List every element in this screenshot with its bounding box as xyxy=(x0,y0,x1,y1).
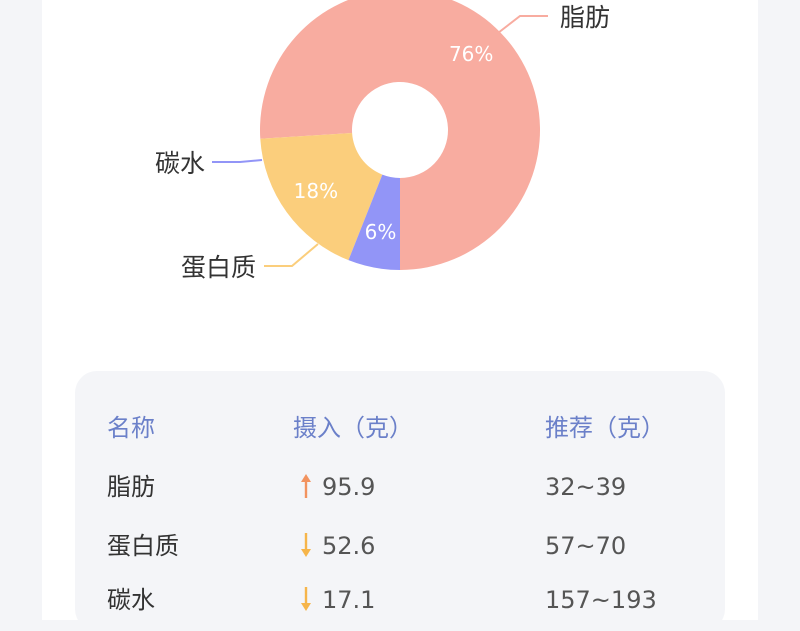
slice-percent-label: 18% xyxy=(294,179,338,203)
slice-1 xyxy=(260,133,383,261)
slice-name-label: 蛋白质 xyxy=(181,253,256,282)
nutrition-table xyxy=(75,371,725,631)
row-fat-intake: 95.9 xyxy=(322,473,376,501)
header-intake: 摄入（克） xyxy=(293,414,413,442)
row-protein-recommended: 57~70 xyxy=(545,532,627,560)
slice-percent-label: 6% xyxy=(365,220,397,244)
header-recommended: 推荐（克） xyxy=(545,414,665,442)
row-protein-name: 蛋白质 xyxy=(107,532,179,560)
row-carb-recommended: 157~193 xyxy=(545,586,657,614)
leader-line xyxy=(497,15,548,34)
slice-0 xyxy=(260,0,540,270)
row-fat-name: 脂肪 xyxy=(107,473,155,501)
row-fat-recommended: 32~39 xyxy=(545,473,627,501)
row-carb-intake: 17.1 xyxy=(322,586,376,614)
arrow-up-icon xyxy=(301,474,311,498)
leader-line xyxy=(264,243,319,267)
slice-name-label: 脂肪 xyxy=(560,3,610,32)
row-protein-intake: 52.6 xyxy=(322,532,376,560)
row-carb-name: 碳水 xyxy=(107,586,155,614)
arrow-down-icon xyxy=(301,533,311,557)
slice-percent-label: 76% xyxy=(449,42,493,66)
arrow-down-icon xyxy=(301,587,311,611)
leader-line xyxy=(212,159,263,163)
header-name: 名称 xyxy=(107,414,155,442)
slice-2 xyxy=(348,174,400,270)
slice-name-label: 碳水 xyxy=(155,149,205,178)
